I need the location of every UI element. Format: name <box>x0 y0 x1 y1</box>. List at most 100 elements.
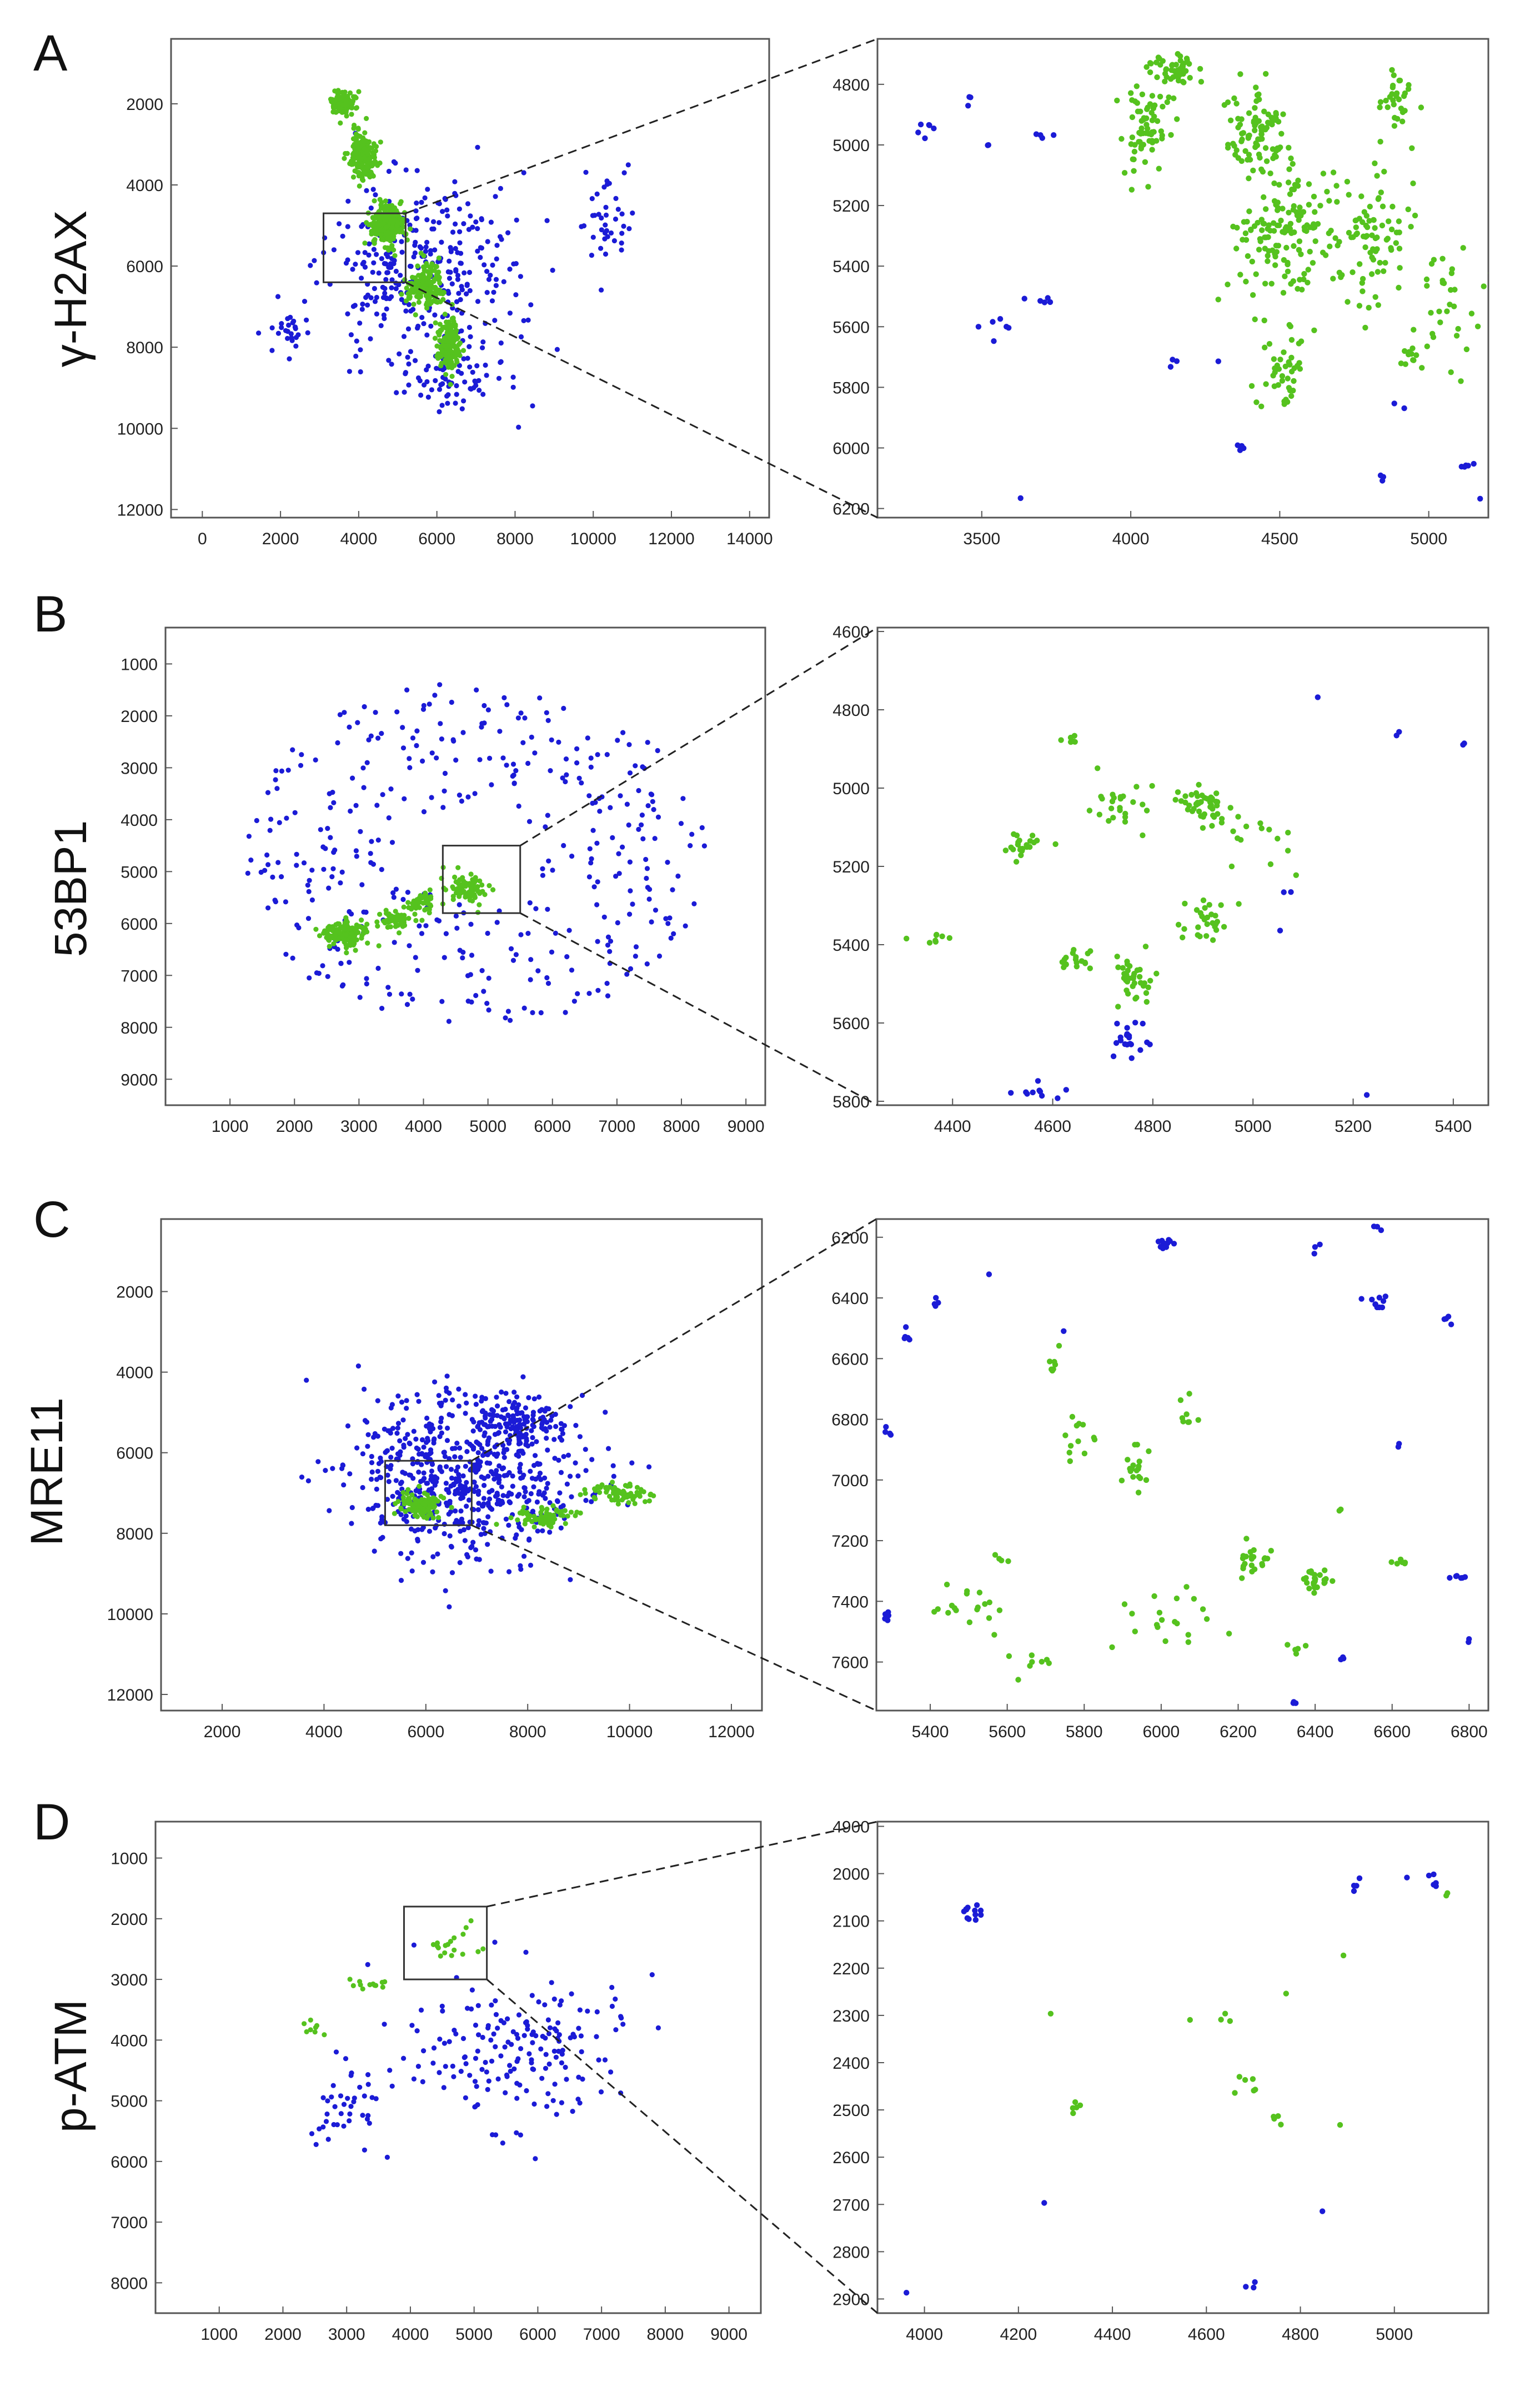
blue-point-A-zoom-44 <box>1477 495 1483 502</box>
y-tick-label-A-overview-0: 2000 <box>126 96 163 114</box>
blue-point-D-overview-58 <box>401 2055 407 2061</box>
axes-frame-B-zoom <box>876 626 1489 1106</box>
blue-point-A-overview-191 <box>414 168 420 173</box>
blue-point-B-overview-154 <box>485 930 490 936</box>
blue-point-A-overview-319 <box>447 258 452 264</box>
green-point-A-zoom-308 <box>1233 245 1240 252</box>
blue-point-C-overview-478 <box>439 1430 445 1436</box>
blue-point-D-overview-94 <box>543 2065 549 2071</box>
green-point-A-zoom-60 <box>1137 139 1143 145</box>
blue-point-C-overview-461 <box>340 1463 346 1468</box>
green-point-C-overview-248 <box>635 1492 640 1497</box>
blue-point-C-overview-50 <box>547 1530 553 1535</box>
green-point-B-zoom-191 <box>1228 863 1235 870</box>
blue-point-B-overview-12 <box>655 814 661 820</box>
blue-point-B-overview-52 <box>391 895 397 900</box>
blue-point-D-overview-215 <box>387 2068 393 2073</box>
green-point-A-zoom-550 <box>1410 357 1416 363</box>
blue-point-B-zoom-7 <box>1132 1020 1138 1026</box>
blue-point-C-overview-144 <box>545 1481 550 1486</box>
blue-point-D-overview-139 <box>524 2019 529 2024</box>
blue-point-A-overview-272 <box>457 229 463 234</box>
green-point-A-zoom-343 <box>1244 219 1250 225</box>
blue-point-C-overview-334 <box>510 1473 515 1479</box>
y-tick-label-D-zoom-7: 2600 <box>832 2149 870 2167</box>
blue-point-A-overview-161 <box>381 312 387 318</box>
blue-point-A-overview-393 <box>510 374 516 380</box>
blue-point-B-overview-268 <box>484 1001 490 1006</box>
y-tick-label-B-overview-5: 6000 <box>121 915 158 934</box>
blue-point-C-overview-289 <box>460 1520 465 1526</box>
blue-point-B-overview-344 <box>400 745 407 751</box>
blue-point-A-zoom-19 <box>975 324 982 330</box>
blue-point-C-overview-613 <box>464 1503 469 1509</box>
blue-point-C-overview-54 <box>365 1443 370 1449</box>
blue-point-C-overview-411 <box>395 1421 402 1426</box>
blue-point-C-overview-28 <box>365 1507 371 1512</box>
x-tick-label-D-overview-7: 8000 <box>647 2325 684 2344</box>
blue-point-B-overview-114 <box>518 710 524 716</box>
green-point-A-zoom-93 <box>1197 66 1203 72</box>
green-point-A-zoom-66 <box>1164 99 1170 106</box>
blue-point-A-overview-103 <box>521 170 526 175</box>
blue-point-A-overview-453 <box>293 335 299 340</box>
green-point-B-zoom-37 <box>1133 784 1140 790</box>
green-point-A-overview-473 <box>372 198 377 204</box>
green-point-B-zoom-193 <box>1243 823 1250 830</box>
green-point-A-zoom-411 <box>1439 255 1446 262</box>
y-tick-label-D-overview-1: 2000 <box>111 1910 148 1929</box>
green-point-A-zoom-517 <box>1430 334 1437 340</box>
blue-point-B-overview-202 <box>640 836 646 841</box>
y-tick-label-C-overview-1: 4000 <box>116 1364 153 1382</box>
blue-point-D-overview-114 <box>575 2097 581 2102</box>
green-point-A-zoom-397 <box>1396 284 1402 291</box>
blue-point-A-overview-209 <box>428 323 434 329</box>
green-point-A-overview-279 <box>362 146 367 152</box>
green-point-D-overview-7 <box>435 1945 442 1950</box>
green-point-A-zoom-80 <box>1198 79 1205 85</box>
blue-point-B-overview-23 <box>628 888 633 894</box>
green-point-C-overview-220 <box>616 1488 621 1494</box>
green-point-B-overview-86 <box>353 947 358 953</box>
blue-point-C-overview-698 <box>483 1410 488 1416</box>
green-point-C-overview-249 <box>634 1485 640 1490</box>
blue-point-C-overview-173 <box>398 1551 404 1556</box>
blue-point-A-overview-86 <box>465 201 471 207</box>
blue-point-C-overview-306 <box>583 1468 589 1473</box>
green-point-A-zoom-393 <box>1364 233 1370 239</box>
blue-point-A-overview-259 <box>424 332 430 338</box>
blue-point-B-overview-170 <box>628 966 634 971</box>
green-point-B-zoom-136 <box>1087 965 1093 971</box>
y-tick-label-B-overview-3: 4000 <box>121 811 158 830</box>
green-point-A-zoom-516 <box>1455 325 1461 332</box>
blue-point-B-overview-185 <box>574 760 580 766</box>
green-point-B-zoom-172 <box>1124 979 1131 985</box>
blue-point-C-overview-532 <box>370 1506 376 1511</box>
green-point-B-zoom-77 <box>1172 796 1178 803</box>
green-point-A-zoom-19 <box>1114 97 1120 104</box>
blue-point-A-overview-395 <box>480 345 485 350</box>
green-point-C-overview-100 <box>400 1490 406 1496</box>
green-point-A-zoom-286 <box>1296 247 1302 253</box>
blue-point-A-overview-375 <box>461 356 466 362</box>
green-point-A-zoom-187 <box>1273 111 1279 118</box>
blue-point-A-overview-28 <box>412 250 418 256</box>
green-point-C-zoom-40 <box>1177 1397 1184 1403</box>
blue-point-C-overview-528 <box>425 1438 431 1443</box>
blue-point-A-zoom-25 <box>1045 295 1051 301</box>
green-point-A-zoom-233 <box>1253 271 1259 277</box>
blue-point-B-overview-298 <box>332 848 338 853</box>
green-point-B-zoom-178 <box>934 931 940 938</box>
green-point-A-zoom-351 <box>1397 265 1403 271</box>
blue-point-B-overview-87 <box>413 955 418 960</box>
green-point-C-overview-194 <box>599 1482 605 1488</box>
blue-point-A-overview-420 <box>462 379 468 385</box>
blue-point-C-overview-555 <box>451 1481 457 1487</box>
green-point-A-overview-613 <box>405 291 411 297</box>
blue-point-C-overview-681 <box>560 1431 566 1436</box>
blue-point-C-overview-733 <box>516 1435 521 1440</box>
green-point-D-overview-11 <box>449 1953 454 1958</box>
y-tick-label-A-zoom-4: 5600 <box>832 318 870 337</box>
green-point-A-zoom-30 <box>1129 134 1136 141</box>
blue-point-C-zoom-45 <box>1445 1313 1452 1320</box>
